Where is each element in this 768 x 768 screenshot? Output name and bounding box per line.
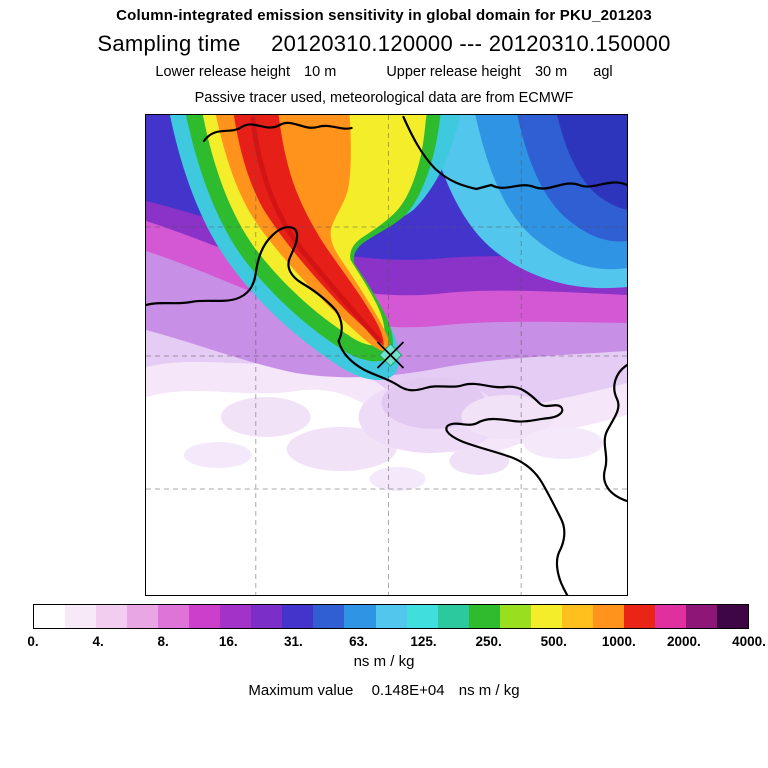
colorbar-cell xyxy=(34,605,66,628)
map-plot xyxy=(145,114,628,596)
colorbar-cell xyxy=(685,605,718,628)
tracer-line: Passive tracer used, meteorological data… xyxy=(194,90,574,106)
colorbar-cell xyxy=(313,605,345,628)
colorbar-cell xyxy=(282,605,314,628)
gridlines xyxy=(146,115,627,595)
coastlines xyxy=(146,115,627,595)
colorbar-tick-label: 0. xyxy=(27,634,39,649)
maximum-value: 0.148E+04 xyxy=(371,682,445,699)
colorbar-tick-label: 31. xyxy=(283,634,303,649)
colorbar-cell xyxy=(65,605,97,628)
release-height-line: Lower release height 10 m Upper release … xyxy=(0,64,768,80)
lower-release-value: 10 m xyxy=(304,64,337,80)
colorbar-cell xyxy=(654,605,686,628)
upper-release-value: 30 m xyxy=(534,64,568,80)
colorbar-cell xyxy=(375,605,407,628)
colorbar-tick-label: 125. xyxy=(410,634,437,649)
colorbar-cell xyxy=(189,605,221,628)
colorbar-cell xyxy=(468,605,500,628)
maximum-value-label: Maximum value xyxy=(248,682,354,699)
sampling-label: Sampling time xyxy=(97,31,241,56)
colorbar-cell xyxy=(406,605,438,628)
colorbar-cell xyxy=(158,605,190,628)
colorbar-cell xyxy=(437,605,469,628)
plot-title: Column-integrated emission sensitivity i… xyxy=(116,7,652,24)
colorbar-tick-label: 4. xyxy=(92,634,104,649)
colorbar-cell xyxy=(623,605,655,628)
colorbar-tick-label: 250. xyxy=(475,634,502,649)
colorbar-tick-label: 8. xyxy=(157,634,169,649)
colorbar xyxy=(33,604,749,629)
colorbar-tick-label: 2000. xyxy=(667,634,701,649)
colorbar-cell xyxy=(344,605,376,628)
colorbar-tick-label: 500. xyxy=(540,634,567,649)
colorbar-cell xyxy=(592,605,624,628)
colorbar-tick-label: 16. xyxy=(218,634,238,649)
colorbar-cell xyxy=(717,605,749,628)
height-reference: agl xyxy=(593,64,613,80)
maximum-value-line: Maximum value 0.148E+04 ns m / kg xyxy=(0,682,768,699)
maximum-value-units: ns m / kg xyxy=(458,682,520,699)
plume-contours xyxy=(169,115,461,381)
lower-release-label: Lower release height xyxy=(155,64,290,80)
source-marker xyxy=(376,341,405,369)
colorbar-cell xyxy=(127,605,159,628)
colorbar-tick-label: 4000. xyxy=(732,634,766,649)
colorbar-tick-label: 63. xyxy=(349,634,368,649)
colorbar-units: ns m / kg xyxy=(353,653,415,670)
colorbar-cell xyxy=(96,605,128,628)
emission-sensitivity-map xyxy=(146,115,627,595)
colorbar-cell xyxy=(220,605,252,628)
colorbar-cell xyxy=(499,605,531,628)
colorbar-tick-label: 1000. xyxy=(601,634,636,649)
sampling-value: 20120310.120000 --- 20120310.150000 xyxy=(271,31,671,56)
colorbar-ticks: 0. 4. 8. 16. 31. 63. 125. 250. 500. 1000. 2000. 400… xyxy=(27,634,766,652)
sampling-time-line: Sampling time 20120310.120000 --- 201203… xyxy=(0,31,768,57)
colorbar-cell xyxy=(251,605,283,628)
upper-release-label: Upper release height xyxy=(386,64,521,80)
colorbar-cell xyxy=(561,605,593,628)
colorbar-cell xyxy=(530,605,562,628)
